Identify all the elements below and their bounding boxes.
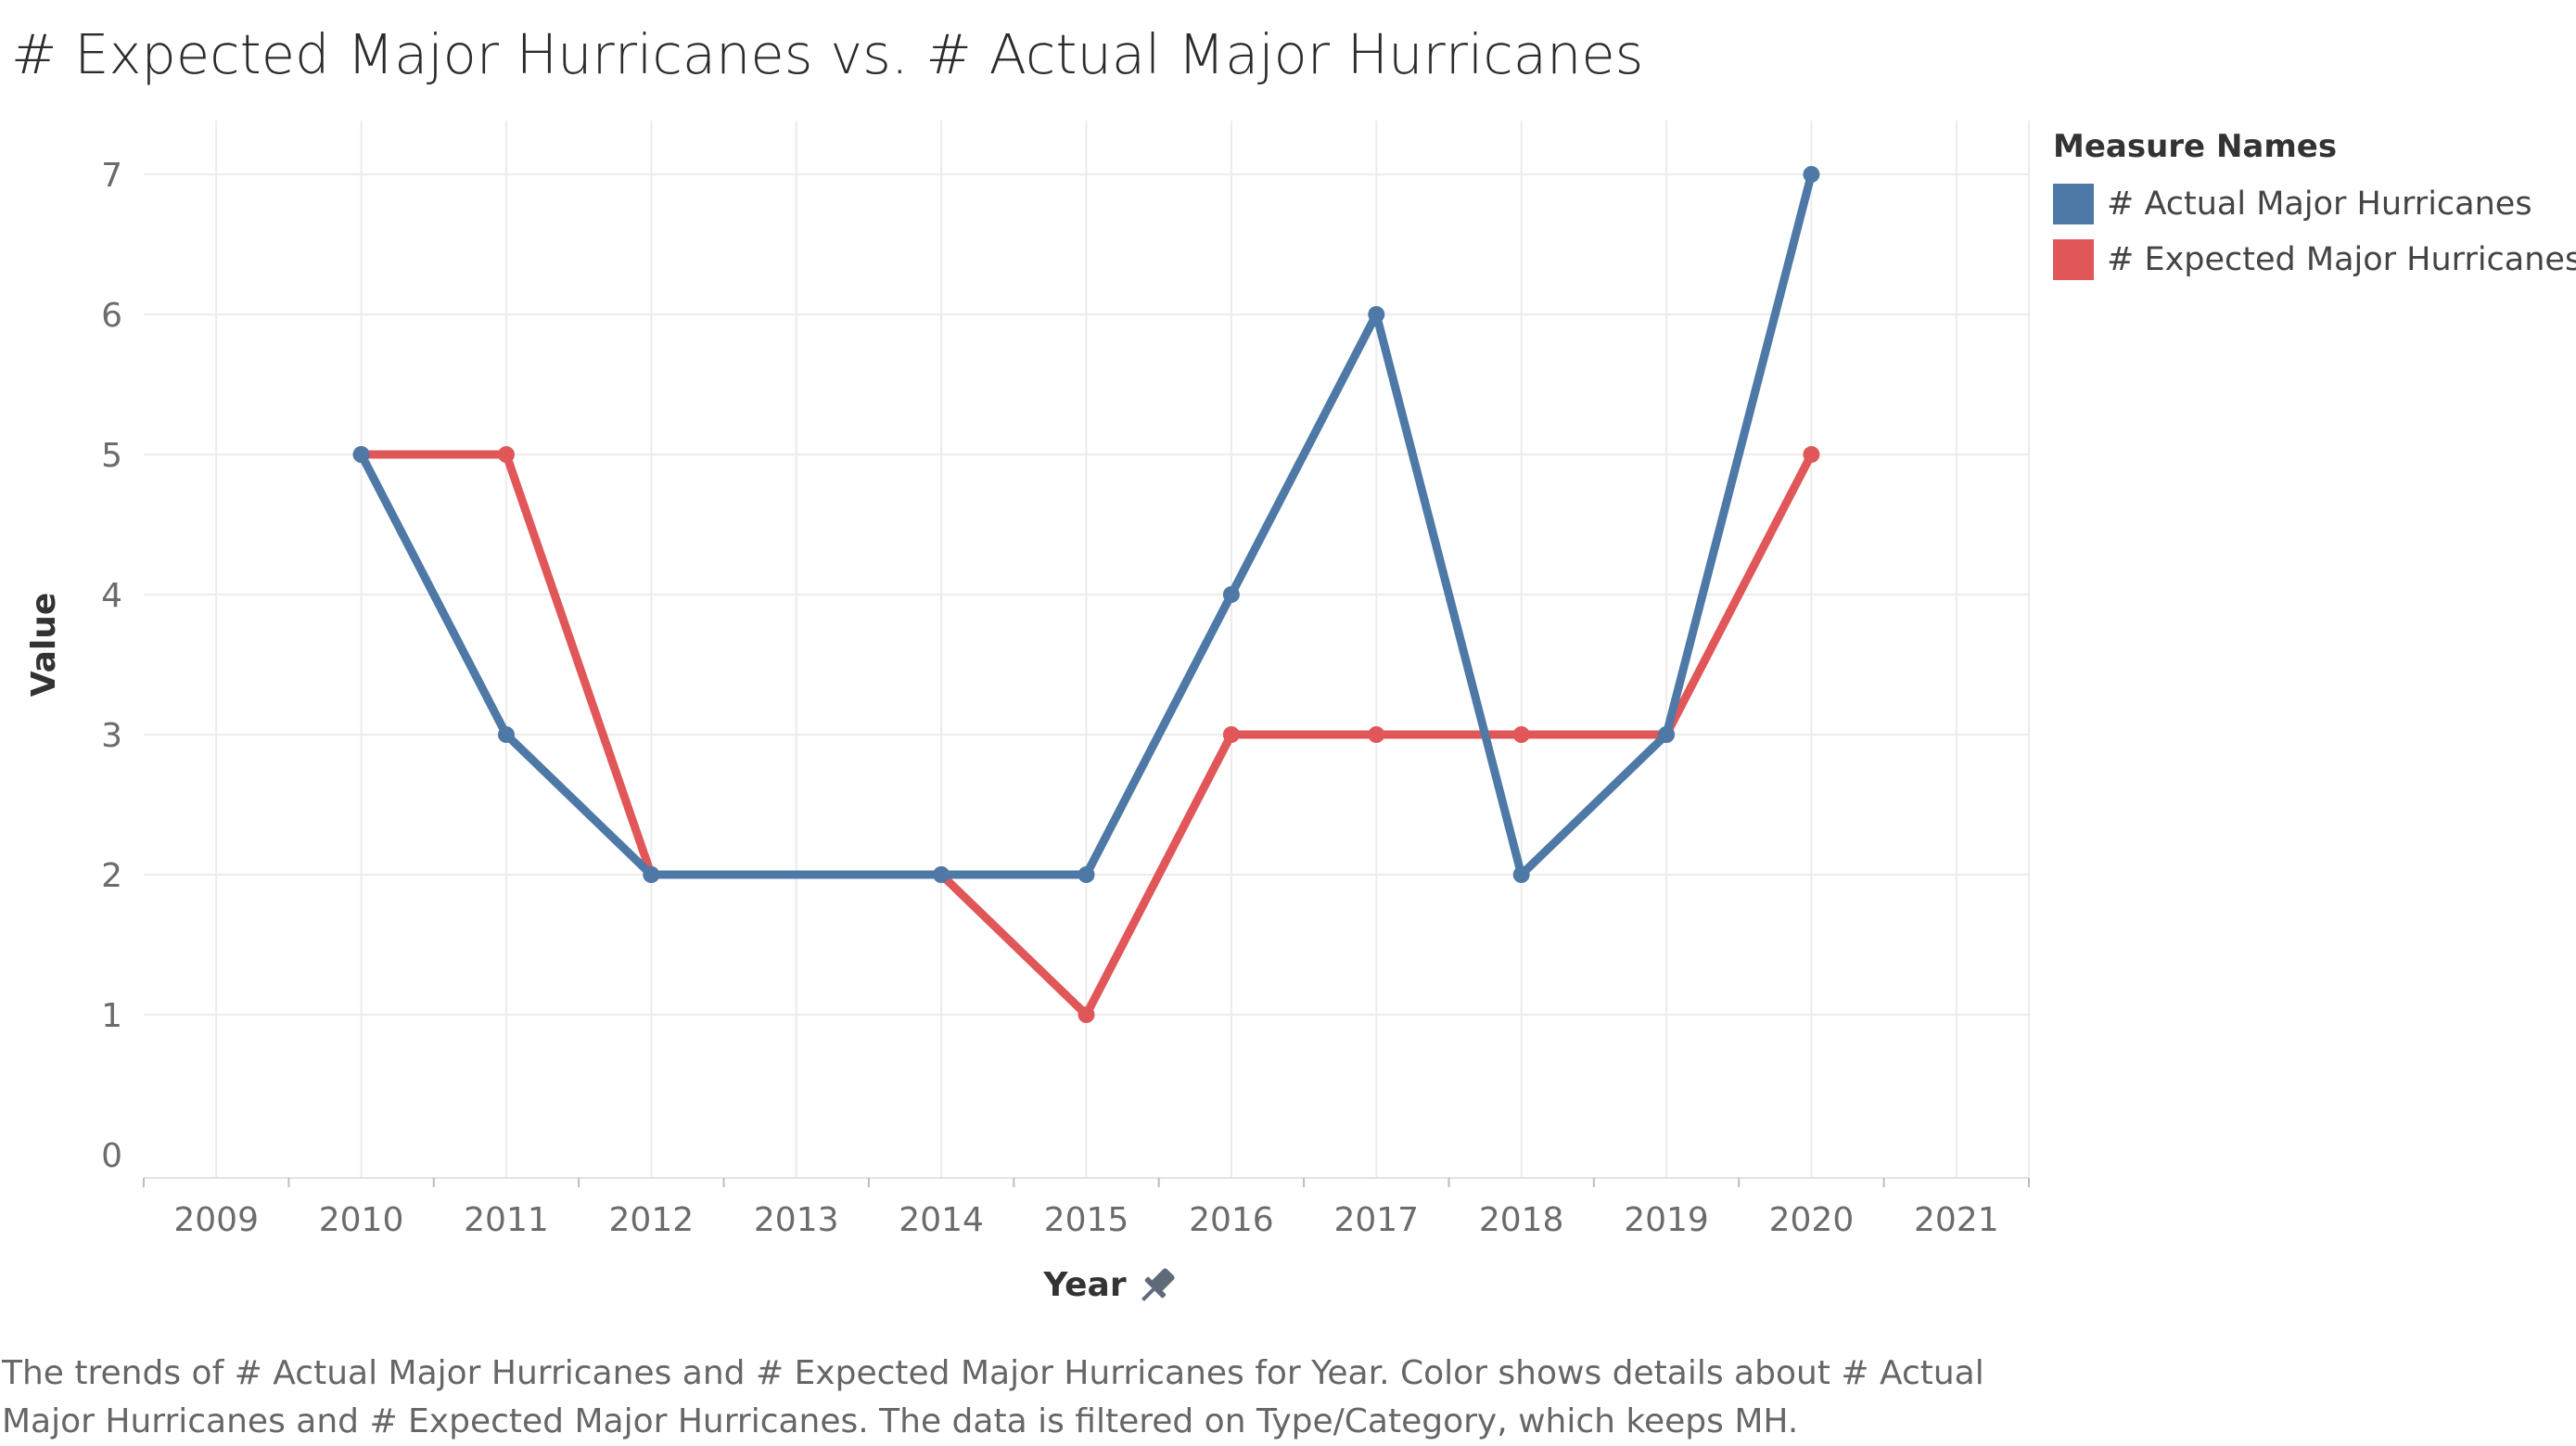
legend-title: Measure Names [2053, 128, 2338, 165]
y-tick-label: 1 [101, 997, 122, 1035]
data-point [1803, 166, 1820, 183]
chart-title: # Expected Major Hurricanes vs. # Actual… [11, 22, 1644, 86]
x-tick-label: 2011 [464, 1201, 549, 1239]
x-tick-label: 2012 [609, 1201, 695, 1239]
axes: 2009 2010 2011 2012 2013 2014 2015 2016 2017 2018… [101, 157, 2030, 1239]
x-tick-label: 2014 [899, 1201, 984, 1239]
data-point [643, 866, 660, 883]
y-tick-label: 4 [101, 577, 122, 615]
y-tick-label: 7 [101, 157, 122, 195]
data-points [352, 166, 1820, 1023]
y-tick-label: 5 [101, 437, 122, 475]
data-point [1803, 446, 1820, 463]
data-point [352, 446, 370, 463]
legend-swatch [2053, 184, 2094, 224]
data-point [1512, 866, 1530, 883]
y-tick-label: 6 [101, 297, 122, 335]
x-tick-label: 2009 [173, 1201, 259, 1239]
y-tick-label: 2 [101, 857, 122, 895]
legend-label: # Actual Major Hurricanes [2107, 186, 2532, 223]
data-point [497, 446, 515, 463]
data-point [1368, 306, 1385, 323]
legend: Measure Names # Actual Major Hurricanes #… [2053, 128, 2576, 288]
data-point [497, 726, 515, 743]
y-axis-title: Value [25, 593, 63, 697]
data-point [933, 866, 950, 883]
data-point [1512, 726, 1530, 743]
x-tick-label: 2020 [1769, 1201, 1855, 1239]
data-point [1368, 726, 1385, 743]
x-tick-label: 2018 [1479, 1201, 1564, 1239]
data-point [1222, 586, 1240, 603]
x-tick-label: 2019 [1624, 1201, 1709, 1239]
x-tick-label: 2013 [754, 1201, 839, 1239]
legend-label: # Expected Major Hurricanes [2107, 241, 2576, 278]
data-point [1078, 1006, 1095, 1023]
x-tick-label: 2017 [1333, 1201, 1419, 1239]
data-point [1078, 866, 1095, 883]
x-tick-label: 2010 [319, 1201, 404, 1239]
x-tick-label: 2016 [1189, 1201, 1274, 1239]
chart-caption: The trends of # Actual Major Hurricanes … [2, 1354, 1984, 1440]
legend-swatch [2053, 239, 2094, 280]
x-tick-label: 2021 [1914, 1201, 1999, 1239]
data-point [1658, 726, 1676, 743]
legend-items: # Actual Major Hurricanes # Expected Majo… [2053, 176, 2576, 288]
legend-item[interactable]: # Expected Major Hurricanes [2053, 232, 2576, 288]
x-tick-label: 2015 [1044, 1201, 1129, 1239]
y-tick-label: 0 [101, 1137, 122, 1175]
x-axis-title: Year [1042, 1266, 1126, 1304]
legend-item[interactable]: # Actual Major Hurricanes [2053, 176, 2576, 232]
y-tick-label: 3 [101, 717, 122, 755]
data-point [1222, 726, 1240, 743]
pin-icon[interactable] [1134, 1263, 1180, 1309]
